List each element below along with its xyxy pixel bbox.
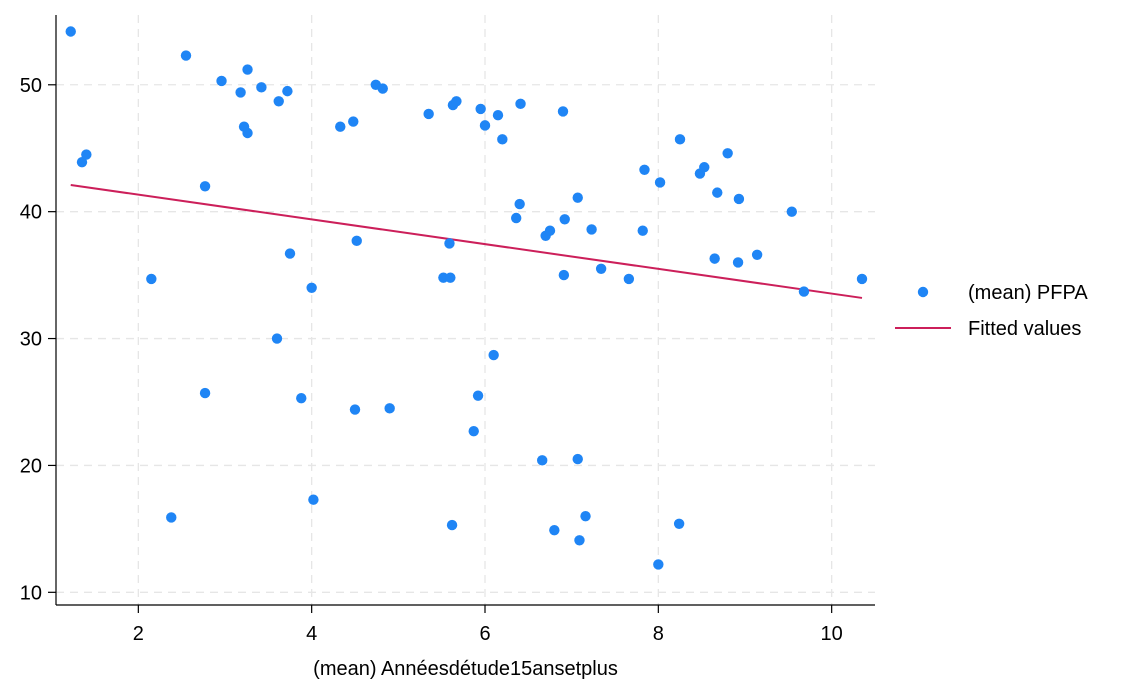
data-point <box>377 83 388 94</box>
axes: 2 4 6 8 10 10 20 30 40 50 <box>20 15 875 645</box>
legend-marker-scatter <box>917 286 929 298</box>
data-point <box>216 75 227 87</box>
data-point <box>256 82 267 93</box>
data-point <box>798 286 810 297</box>
data-point <box>515 98 526 110</box>
data-point <box>580 510 591 522</box>
y-tick-label: 50 <box>20 75 42 97</box>
data-point <box>544 225 556 236</box>
data-point <box>81 149 92 160</box>
data-point <box>712 187 723 198</box>
data-point <box>451 96 462 107</box>
grid-lines <box>56 15 875 605</box>
y-tick-label: 40 <box>20 202 42 224</box>
data-point <box>492 110 504 121</box>
data-point <box>586 224 597 235</box>
data-point <box>306 282 317 293</box>
data-point <box>180 50 192 61</box>
data-point <box>557 106 569 117</box>
data-point <box>559 214 570 225</box>
data-point <box>273 96 284 107</box>
data-point <box>284 248 296 259</box>
data-point <box>296 392 307 404</box>
data-point <box>751 249 763 261</box>
data-point <box>488 349 499 361</box>
data-point <box>472 390 484 401</box>
data-point <box>468 425 479 437</box>
legend-label-fit: Fitted values <box>968 318 1081 340</box>
data-point <box>349 404 361 415</box>
data-point <box>572 192 583 203</box>
x-tick-label: 4 <box>306 623 317 645</box>
data-point <box>423 108 434 120</box>
data-point <box>674 134 686 145</box>
data-point <box>199 387 211 399</box>
data-point <box>709 253 720 264</box>
data-point <box>65 26 76 37</box>
x-tick-label: 10 <box>821 623 843 645</box>
data-point <box>595 263 607 274</box>
data-point <box>445 272 456 283</box>
data-point <box>699 162 710 173</box>
data-point <box>444 238 455 249</box>
data-point <box>242 64 253 75</box>
data-point <box>558 269 570 281</box>
data-point <box>574 535 585 546</box>
data-point <box>572 453 583 465</box>
x-tick-label: 6 <box>479 623 490 645</box>
data-point <box>497 134 508 145</box>
scatter-points <box>65 26 868 570</box>
data-point <box>514 198 525 210</box>
x-axis-title: (mean) Annéesdétude15ansetplus <box>313 658 618 680</box>
data-point <box>242 127 253 139</box>
x-tick-label: 8 <box>653 623 664 645</box>
data-point <box>537 455 548 466</box>
data-point <box>351 235 362 247</box>
fitted-line-layer <box>70 184 863 299</box>
data-point <box>623 273 635 285</box>
data-point <box>348 116 359 127</box>
data-point <box>733 193 745 205</box>
data-point <box>308 494 319 505</box>
data-point <box>282 85 293 97</box>
data-point <box>479 120 491 131</box>
data-point <box>732 257 744 268</box>
x-tick-label: 2 <box>133 623 144 645</box>
y-tick-label: 10 <box>20 582 42 604</box>
data-point <box>475 103 486 115</box>
data-point <box>271 333 283 344</box>
data-point <box>76 156 88 168</box>
data-point <box>235 87 246 98</box>
data-point <box>549 524 560 536</box>
legend-label-scatter: (mean) PFPA <box>968 282 1088 304</box>
data-point <box>146 273 157 285</box>
data-point <box>166 512 177 523</box>
data-point <box>722 148 733 159</box>
y-tick-label: 20 <box>20 455 42 477</box>
legend: (mean) PFPA Fitted values <box>895 282 1088 340</box>
data-point <box>446 519 458 531</box>
data-point <box>199 181 211 192</box>
fitted-line <box>70 184 863 299</box>
data-point <box>384 403 395 414</box>
data-point <box>653 559 664 570</box>
data-point <box>511 212 522 224</box>
data-point <box>673 518 685 529</box>
data-point <box>786 206 797 217</box>
data-point <box>335 121 346 132</box>
data-point <box>654 177 666 188</box>
data-point <box>637 225 648 236</box>
data-point <box>856 273 868 285</box>
y-tick-label: 30 <box>20 329 42 351</box>
data-point <box>639 164 650 175</box>
